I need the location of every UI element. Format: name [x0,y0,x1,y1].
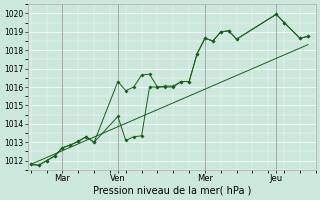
X-axis label: Pression niveau de la mer( hPa ): Pression niveau de la mer( hPa ) [92,186,251,196]
